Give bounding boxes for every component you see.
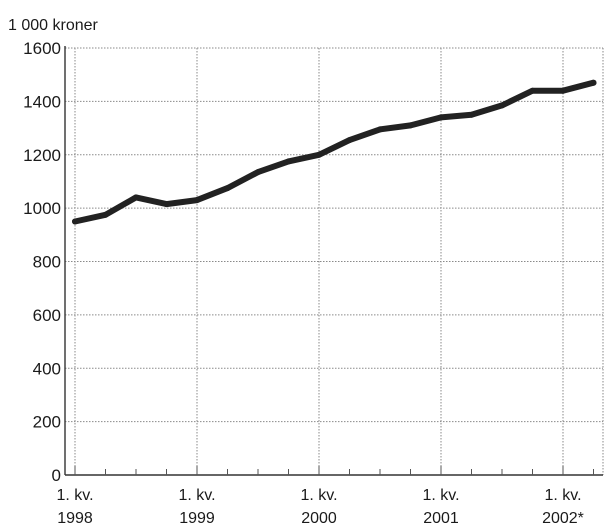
series (72, 79, 597, 225)
x-tick-label-quarter: 1. kv. (544, 487, 581, 504)
x-tick-label-quarter: 1. kv. (300, 487, 337, 504)
y-tick-label: 1400 (23, 92, 61, 111)
y-tick-label: 600 (33, 306, 61, 325)
data-point (499, 102, 505, 109)
data-point (285, 158, 292, 165)
data-point (407, 122, 414, 129)
axes (64, 46, 603, 476)
data-point (529, 87, 536, 94)
x-tick-label-year: 2002* (542, 510, 584, 527)
y-tick-label: 200 (33, 413, 61, 432)
data-point (560, 87, 566, 94)
x-tick-label-year: 2000 (301, 510, 337, 527)
y-tick-label: 0 (52, 466, 61, 485)
x-tick-label-quarter: 1. kv. (56, 487, 93, 504)
y-tick-label: 400 (33, 359, 61, 378)
data-point (194, 197, 200, 204)
x-tick-label-year: 1999 (179, 510, 215, 527)
data-point (438, 114, 444, 121)
data-point (255, 169, 261, 176)
y-tick-label: 1200 (23, 146, 61, 165)
y-tick-label: 800 (33, 253, 61, 272)
y-axis-unit-label: 1 000 kroner (8, 17, 99, 34)
data-point (316, 151, 322, 158)
data-point (72, 218, 78, 225)
y-tick-labels: 0 200 400 600 800 1000 1200 1400 1600 (23, 39, 61, 485)
x-minor-ticks (74, 466, 594, 475)
data-point (468, 111, 475, 118)
data-point (163, 201, 170, 208)
x-tick-label-year: 1998 (57, 510, 93, 527)
data-point (346, 137, 353, 144)
y-tick-label: 1000 (23, 199, 61, 218)
x-tick-label-quarter: 1. kv. (178, 487, 215, 504)
series-line (72, 79, 597, 225)
data-point (377, 126, 383, 133)
x-tick-labels: 1. kv. 1998 1. kv. 1999 1. kv. 2000 1. kv. 2001… (56, 487, 583, 527)
data-point (590, 79, 597, 86)
x-tick-label-year: 2001 (423, 510, 459, 527)
y-tick-label: 1600 (23, 39, 61, 58)
data-point (224, 185, 231, 192)
x-tick-label-quarter: 1. kv. (422, 487, 459, 504)
data-point (102, 211, 109, 218)
data-point (133, 194, 139, 201)
